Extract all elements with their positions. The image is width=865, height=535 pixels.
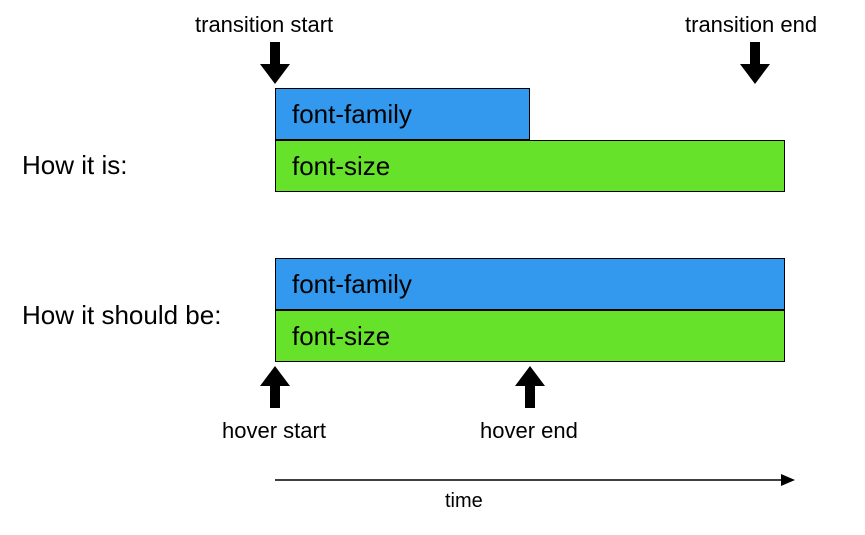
row2-font-size-text: font-size [292, 321, 390, 352]
arrow-up-hover-end-icon [515, 366, 545, 408]
transition-end-label: transition end [685, 12, 817, 38]
row1-font-family-text: font-family [292, 99, 412, 130]
how-it-should-be-label: How it should be: [22, 300, 221, 331]
row1-font-family-bar: font-family [275, 88, 530, 140]
transition-start-label: transition start [195, 12, 333, 38]
how-it-is-label: How it is: [22, 150, 127, 181]
row1-font-size-text: font-size [292, 151, 390, 182]
row2-font-size-bar: font-size [275, 310, 785, 362]
arrow-up-hover-start-icon [260, 366, 290, 408]
row1-font-size-bar: font-size [275, 140, 785, 192]
row2-font-family-text: font-family [292, 269, 412, 300]
hover-start-label: hover start [222, 418, 326, 444]
hover-end-label: hover end [480, 418, 578, 444]
row2-font-family-bar: font-family [275, 258, 785, 310]
arrow-down-start-icon [260, 42, 290, 84]
time-axis-arrow-icon [275, 473, 795, 487]
time-label: time [445, 490, 483, 513]
arrow-down-end-icon [740, 42, 770, 84]
